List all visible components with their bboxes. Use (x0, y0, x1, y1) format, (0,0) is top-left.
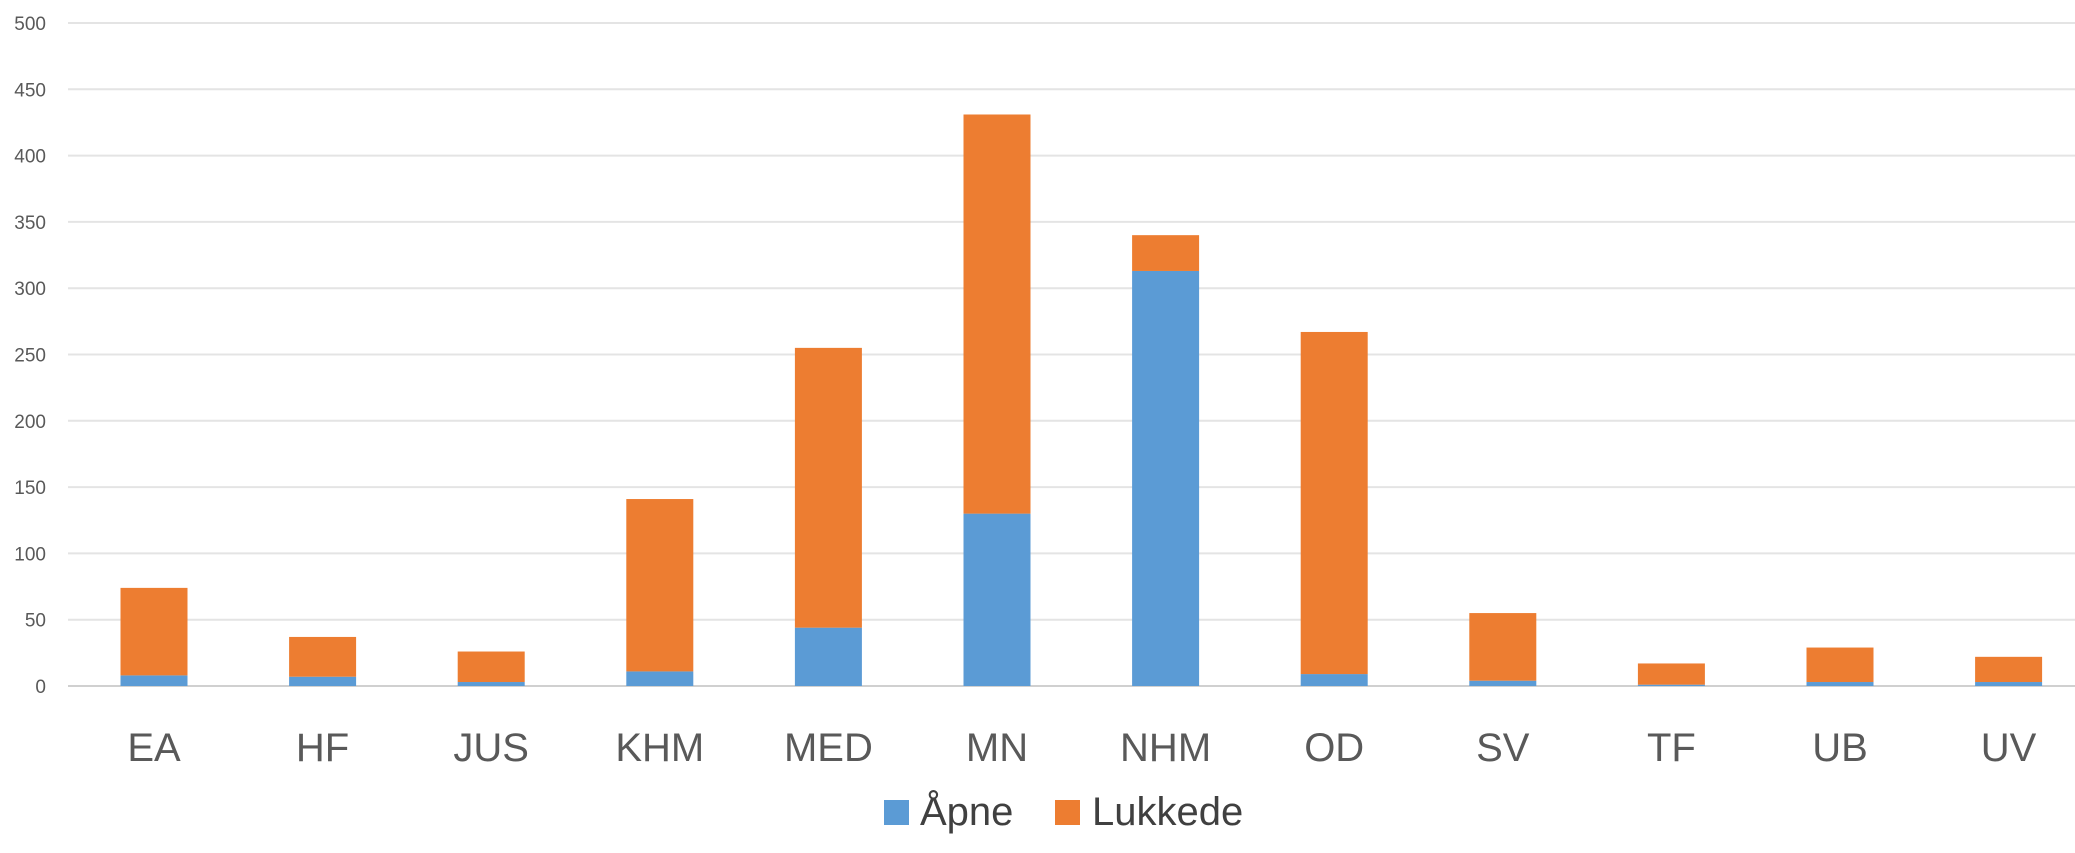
legend-swatch (1055, 800, 1080, 825)
y-tick-label: 100 (14, 544, 46, 565)
bar-lukkede-nhm (1132, 235, 1200, 271)
x-tick-label: MN (966, 726, 1028, 770)
bar-apne-mn (963, 513, 1031, 686)
x-tick-label: UV (1981, 726, 2037, 770)
bar-lukkede-khm (626, 499, 694, 672)
bar-lukkede-ea (120, 587, 188, 676)
bar-lukkede-uv (1975, 656, 2043, 683)
x-tick-label: SV (1476, 726, 1530, 770)
y-axis-ticks: 0 50 100 150 200 250 300 350 400 450 500 (14, 14, 46, 698)
legend-label: Åpne (920, 789, 1013, 834)
bar-lukkede-ub (1806, 647, 1874, 683)
bar-lukkede-jus (457, 651, 525, 683)
y-tick-label: 250 (14, 346, 46, 367)
y-tick-label: 350 (14, 213, 46, 234)
y-tick-label: 200 (14, 412, 46, 433)
bar-apne-ea (120, 675, 188, 686)
x-tick-label: MED (784, 726, 873, 770)
bar-apne-hf (289, 676, 357, 686)
bar-apne-tf (1637, 684, 1705, 686)
bar-lukkede-med (794, 347, 862, 628)
bar-apne-od (1300, 674, 1368, 686)
bars (120, 114, 2043, 686)
bar-apne-jus (457, 682, 525, 686)
bar-lukkede-od (1300, 331, 1368, 675)
y-tick-label: 300 (14, 279, 46, 300)
y-tick-label: 400 (14, 147, 46, 168)
legend: Åpne Lukkede (884, 789, 1243, 834)
y-tick-label: 0 (35, 677, 46, 698)
gridlines (68, 22, 2075, 687)
x-axis-ticks: EA HF JUS KHM MED MN NHM OD SV TF UB UV (127, 726, 2036, 770)
bar-lukkede-tf (1637, 663, 1705, 685)
y-tick-label: 150 (14, 478, 46, 499)
legend-swatch (884, 800, 909, 825)
x-tick-label: JUS (453, 726, 529, 770)
bar-lukkede-mn (963, 114, 1031, 514)
y-tick-label: 50 (25, 611, 46, 632)
x-tick-label: KHM (615, 726, 704, 770)
legend-label: Lukkede (1092, 790, 1243, 834)
x-tick-label: OD (1304, 726, 1364, 770)
bar-apne-ub (1806, 682, 1874, 686)
x-tick-label: EA (127, 726, 181, 770)
bar-lukkede-hf (289, 636, 357, 677)
y-tick-label: 450 (14, 80, 46, 101)
bar-apne-med (794, 627, 862, 686)
bar-apne-uv (1975, 682, 2043, 686)
x-tick-label: NHM (1120, 726, 1211, 770)
bar-apne-sv (1469, 680, 1537, 686)
bar-apne-nhm (1132, 270, 1200, 686)
x-tick-label: TF (1647, 726, 1696, 770)
bar-apne-khm (626, 671, 694, 686)
y-tick-label: 500 (14, 14, 46, 35)
x-tick-label: UB (1812, 726, 1868, 770)
x-tick-label: HF (296, 726, 349, 770)
bar-lukkede-sv (1469, 613, 1537, 681)
